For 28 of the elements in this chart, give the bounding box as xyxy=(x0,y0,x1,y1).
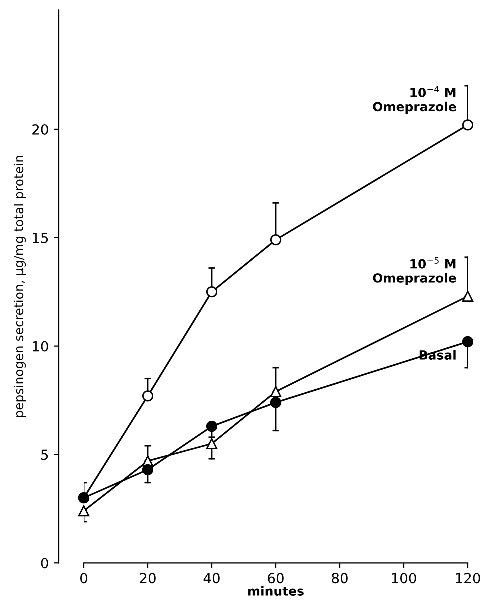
y-axis-title: pepsinogen secretion, μg/mg total protein xyxy=(14,156,26,418)
point xyxy=(462,120,474,131)
point xyxy=(206,286,218,298)
y-tick-label: 10 xyxy=(33,341,48,352)
x-axis-title: minutes xyxy=(248,586,304,596)
x-tick-label: 0 xyxy=(80,573,88,584)
x-tick-label: 40 xyxy=(204,573,220,584)
x-tick-label: 100 xyxy=(392,573,416,584)
x-tick-label: 60 xyxy=(268,573,284,584)
point xyxy=(462,336,474,348)
y-tick-label: 5 xyxy=(42,450,48,460)
annotation: 10$^{−4}$ M Omeprazole xyxy=(373,86,456,114)
y-tick-label: 20 xyxy=(32,124,48,135)
point xyxy=(206,420,218,432)
point xyxy=(142,464,154,476)
x-tick-label: 120 xyxy=(456,573,480,584)
point xyxy=(78,506,90,517)
point xyxy=(142,390,154,402)
point xyxy=(270,386,282,398)
y-tick-label: 15 xyxy=(33,233,48,244)
point xyxy=(462,290,474,302)
y-tick-label: 0 xyxy=(41,558,48,569)
x-tick-label: 80 xyxy=(332,573,348,584)
point xyxy=(270,397,282,408)
point xyxy=(206,438,218,450)
annotation: 10$^{−5}$ M Omeprazole xyxy=(373,257,456,286)
point xyxy=(270,234,282,246)
x-tick-label: 20 xyxy=(140,573,156,584)
